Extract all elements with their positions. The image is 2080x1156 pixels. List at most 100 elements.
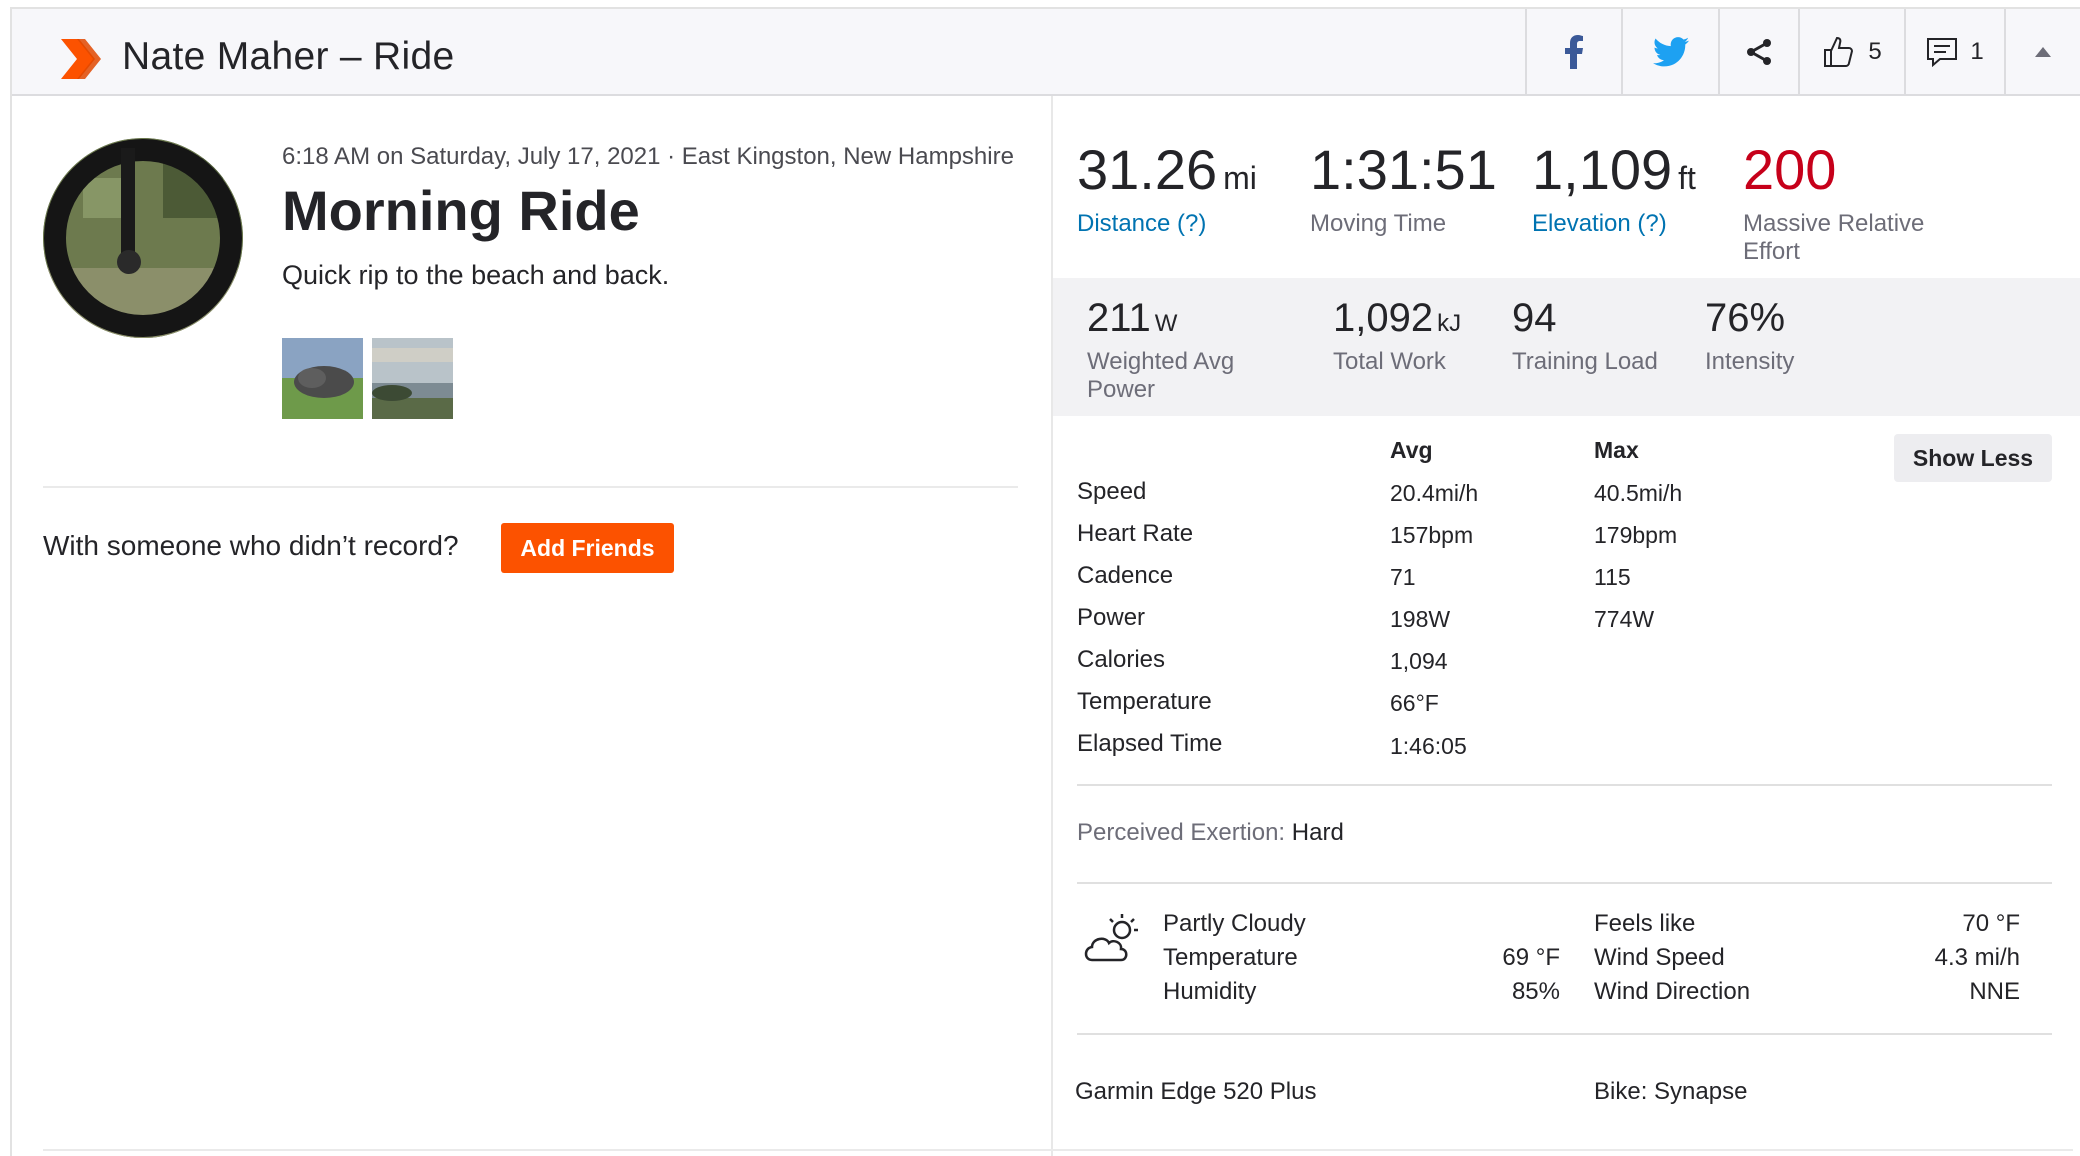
twitter-share-button[interactable] <box>1621 9 1718 94</box>
row-label: Heart Rate <box>1077 520 1194 547</box>
activity-header: Nate Maher – Ride 5 <box>12 9 2080 96</box>
facebook-icon <box>1565 34 1583 69</box>
activity-avatar[interactable] <box>43 138 243 338</box>
caret-up-icon <box>2035 46 2051 57</box>
exertion-value: Hard <box>1291 819 1344 846</box>
stat-label: Weighted Avg Power <box>1087 348 1235 403</box>
stat-relative-effort[interactable]: 200 Massive Relative Effort <box>1743 142 1973 265</box>
row-label: Elapsed Time <box>1077 730 1223 757</box>
stat-label: Massive Relative Effort <box>1743 210 1925 265</box>
column-divider <box>1051 96 1053 1156</box>
elevation-help-link[interactable]: Elevation (?) <box>1532 210 1667 237</box>
bike-wheel-photo <box>43 138 243 338</box>
kudos-count: 5 <box>1868 37 1882 65</box>
header-actions: 5 1 <box>1525 9 2080 94</box>
stat-distance: 31.26 mi Distance (?) <box>1077 142 1257 238</box>
stat-value: 200 <box>1743 138 1837 201</box>
stat-value: 94 <box>1512 296 1557 340</box>
weather-feels-like: 70 °F <box>1962 910 2020 937</box>
share-icon <box>1747 38 1771 65</box>
section-divider <box>43 486 1018 488</box>
weather-temperature: 69 °F <box>1502 944 1560 971</box>
collapse-button[interactable] <box>2004 9 2080 94</box>
activity-description: Quick rip to the beach and back. <box>282 260 670 290</box>
bike-name[interactable]: Bike: Synapse <box>1594 1078 1748 1105</box>
row-max: 40.5mi/h <box>1594 480 1683 506</box>
comment-icon <box>1927 37 1958 67</box>
comment-count: 1 <box>1970 37 1984 65</box>
stat-value: 1,092 <box>1333 296 1434 340</box>
page-frame <box>10 7 2080 1156</box>
weather-humidity: 85% <box>1511 978 1560 1005</box>
stat-moving-time: 1:31:51 Moving Time <box>1310 142 1497 238</box>
row-max: 179bpm <box>1594 522 1678 548</box>
photo-thumbnail[interactable] <box>372 338 453 419</box>
weather-wind-direction-label: Wind Direction <box>1594 978 1751 1005</box>
stat-value: 1,109 <box>1532 138 1673 201</box>
avg-column-header: Avg <box>1390 437 1433 463</box>
stat-training-load: 94 Training Load <box>1512 298 1658 376</box>
row-max: 774W <box>1594 606 1655 632</box>
stat-label: Intensity <box>1705 348 1795 375</box>
strava-logo-icon <box>61 39 101 79</box>
comments-button[interactable]: 1 <box>1904 9 2004 94</box>
page-title: Nate Maher – Ride <box>122 35 455 78</box>
stat-value: 76% <box>1705 296 1786 340</box>
stat-value: 1:31:51 <box>1310 138 1497 201</box>
perceived-exertion: Perceived Exertion: Hard <box>1077 819 1344 847</box>
stat-total-work: 1,092 kJ Total Work <box>1333 298 1461 376</box>
row-label: Power <box>1077 604 1146 631</box>
row-label: Speed <box>1077 478 1147 505</box>
activity-name: Morning Ride <box>282 179 640 242</box>
weather-wind-speed: 4.3 mi/h <box>1934 944 2020 971</box>
stat-intensity: 76% Intensity <box>1705 298 1794 376</box>
row-avg: 66°F <box>1390 690 1439 716</box>
weather-humidity-label: Humidity <box>1163 978 1257 1005</box>
page-bottom-divider <box>43 1149 2073 1151</box>
weather-temperature-label: Temperature <box>1163 944 1298 971</box>
stat-label: Moving Time <box>1310 210 1447 237</box>
device-name: Garmin Edge 520 Plus <box>1075 1078 1317 1105</box>
section-divider <box>1077 784 2052 786</box>
stat-value: 31.26 <box>1077 138 1218 201</box>
stat-weighted-avg-power: 211 W Weighted Avg Power <box>1087 298 1287 403</box>
stat-value: 211 <box>1087 296 1151 340</box>
section-divider <box>1077 882 2052 884</box>
stat-unit: kJ <box>1437 310 1462 337</box>
row-avg: 71 <box>1390 564 1416 590</box>
stat-elevation: 1,109 ft Elevation (?) <box>1532 142 1696 238</box>
weather-condition: Partly Cloudy <box>1163 910 1306 937</box>
row-avg: 20.4mi/h <box>1390 480 1479 506</box>
max-column-header: Max <box>1594 437 1639 463</box>
stat-unit: ft <box>1678 160 1696 196</box>
row-avg: 198W <box>1390 606 1451 632</box>
stat-label: Total Work <box>1333 348 1446 375</box>
kudos-button[interactable]: 5 <box>1798 9 1904 94</box>
photo-thumbnail[interactable] <box>282 338 363 419</box>
exertion-label: Perceived Exertion: <box>1077 819 1286 846</box>
section-divider <box>1077 1033 2052 1035</box>
row-label: Temperature <box>1077 688 1212 715</box>
share-button[interactable] <box>1718 9 1798 94</box>
weather-wind-speed-label: Wind Speed <box>1594 944 1725 971</box>
weather-feels-like-label: Feels like <box>1594 910 1696 937</box>
partly-cloudy-icon <box>1084 914 1138 962</box>
row-avg: 157bpm <box>1390 522 1474 548</box>
stat-unit: W <box>1154 310 1178 337</box>
stat-unit: mi <box>1223 160 1257 196</box>
weather-wind-direction: NNE <box>1969 978 2020 1005</box>
activity-meta: 6:18 AM on Saturday, July 17, 2021 · Eas… <box>282 143 1014 170</box>
add-friends-button[interactable]: Add Friends <box>501 523 674 573</box>
row-label: Calories <box>1077 646 1166 673</box>
row-avg: 1:46:05 <box>1390 733 1467 759</box>
facebook-share-button[interactable] <box>1525 9 1621 94</box>
twitter-icon <box>1652 36 1689 66</box>
row-label: Cadence <box>1077 562 1174 589</box>
distance-help-link[interactable]: Distance (?) <box>1077 210 1207 237</box>
stat-label: Training Load <box>1512 348 1658 375</box>
show-less-button[interactable]: Show Less <box>1894 434 2052 482</box>
add-friends-prompt: With someone who didn’t record? <box>43 530 459 561</box>
row-max: 115 <box>1594 564 1631 590</box>
thumbs-up-icon <box>1824 36 1854 67</box>
power-stats-panel <box>1053 278 2080 416</box>
